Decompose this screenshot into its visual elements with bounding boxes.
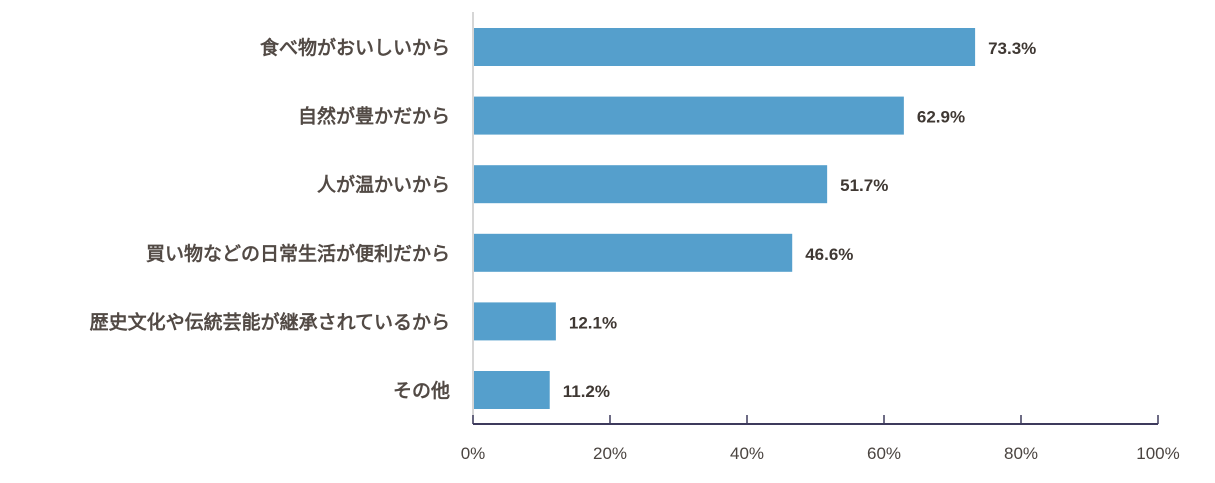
category-label: 人が温かいから — [317, 173, 450, 196]
value-label: 73.3% — [988, 39, 1036, 58]
value-label: 12.1% — [569, 313, 617, 332]
x-tick-label: 20% — [593, 444, 627, 463]
category-label: 自然が豊かだから — [298, 105, 450, 128]
value-label: 51.7% — [840, 176, 888, 195]
value-label: 46.6% — [805, 245, 853, 264]
value-label: 62.9% — [917, 108, 965, 127]
bar — [474, 233, 793, 272]
category-label: 食べ物がおいしいから — [260, 36, 450, 59]
category-label: その他 — [393, 379, 450, 402]
bar — [474, 28, 976, 66]
bar — [474, 371, 550, 409]
x-tick-label: 80% — [1004, 444, 1038, 463]
x-tick-label: 100% — [1136, 444, 1179, 463]
x-tick-label: 0% — [461, 444, 486, 463]
bar — [474, 302, 556, 341]
bar — [474, 96, 904, 135]
bar — [474, 165, 828, 204]
category-label: 買い物などの日常生活が便利だから — [146, 242, 450, 265]
x-tick-label: 60% — [867, 444, 901, 463]
value-label: 11.2% — [563, 382, 610, 401]
category-label: 歴史文化や伝統芸能が継承されているから — [90, 310, 450, 333]
x-tick-label: 40% — [730, 444, 764, 463]
